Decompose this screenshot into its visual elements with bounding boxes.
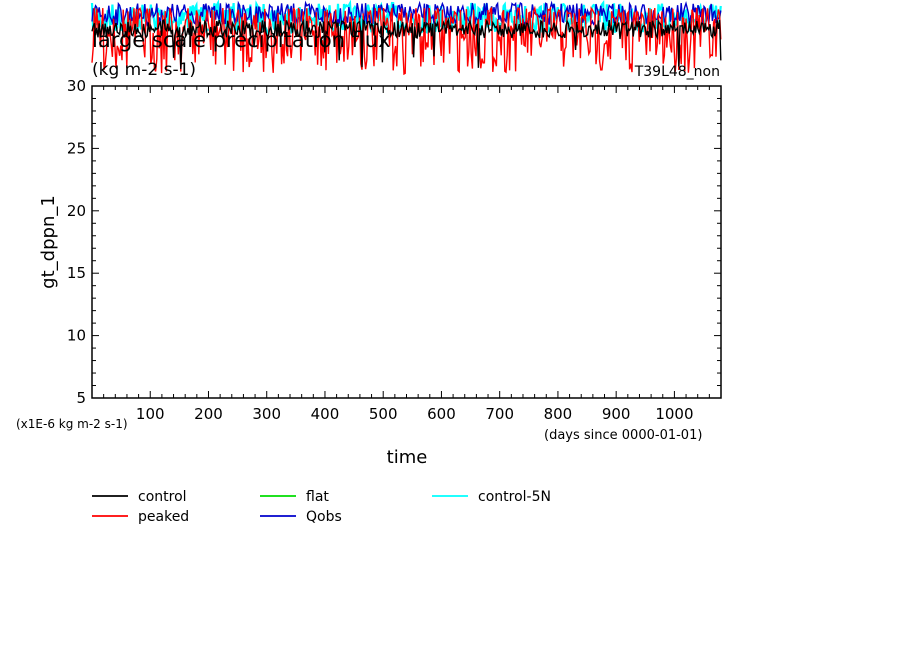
- x-tick-label: 500: [369, 405, 398, 423]
- legend: control peaked flat Qobs control-5N: [92, 489, 551, 525]
- x-axis: 100 200 300 400 500 600 700 800 900 1000: [103, 86, 722, 423]
- series-line-control: [91, 18, 722, 70]
- y-tick-label: 25: [67, 139, 86, 157]
- plot-frame: [91, 85, 722, 399]
- legend-label: Qobs: [306, 509, 342, 525]
- y-scale-note: (x1E-6 kg m-2 s-1): [16, 417, 128, 431]
- legend-label: peaked: [138, 509, 189, 525]
- x-tick-label: 100: [136, 405, 165, 423]
- y-tick-label: 5: [76, 389, 86, 407]
- x-axis-label: time: [387, 447, 428, 468]
- units-label: (kg m-2 s-1): [92, 60, 196, 80]
- legend-label: flat: [306, 489, 329, 505]
- x-tick-label: 200: [194, 405, 223, 423]
- x-tick-label: 300: [252, 405, 281, 423]
- legend-label: control-5N: [478, 489, 551, 505]
- x-tick-label: 1000: [655, 405, 693, 423]
- x-unit-note: (days since 0000-01-01): [544, 428, 702, 443]
- x-tick-label: 900: [602, 405, 631, 423]
- overflow-lines: [90, 0, 722, 76]
- y-tick-label: 10: [67, 327, 86, 345]
- run-label: T39L48_non: [634, 64, 720, 80]
- chart-title: large scale precipitation flux: [92, 28, 391, 52]
- x-tick-label: 800: [544, 405, 573, 423]
- x-tick-label: 600: [427, 405, 456, 423]
- y-axis-label: gt_dppn_1: [38, 195, 59, 289]
- legend-label: control: [138, 489, 187, 505]
- y-tick-label: 15: [67, 264, 86, 282]
- x-tick-label: 400: [311, 405, 340, 423]
- y-tick-label: 30: [67, 77, 86, 95]
- y-axis: 5 10 15 20 25 30: [67, 77, 721, 407]
- y-tick-label: 20: [67, 202, 86, 220]
- x-tick-label: 700: [485, 405, 514, 423]
